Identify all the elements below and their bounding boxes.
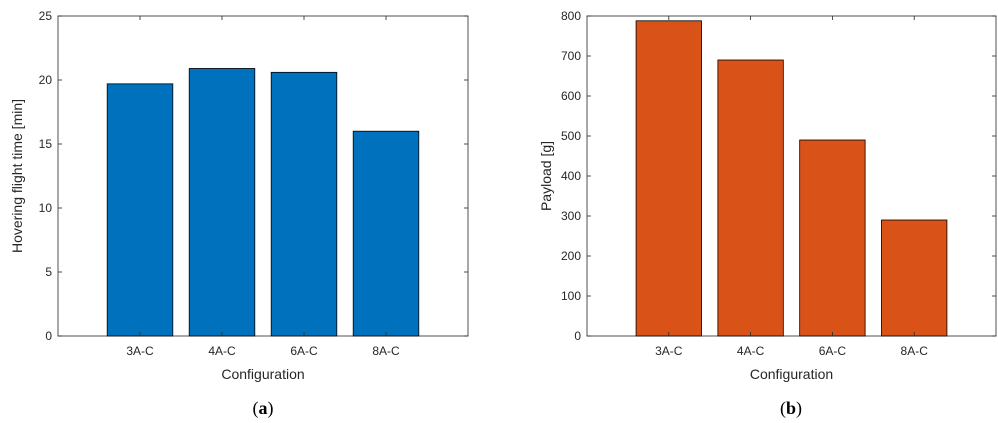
y-tick-label: 500 [561,129,581,143]
x-tick-label: 4A-C [737,344,765,358]
x-tick-label: 8A-C [372,344,400,358]
x-axis-title: Configuration [221,366,304,382]
chart-a-hovering-flight-time: 0 5 10 15 20 25 3A-C 4A-C 6A-C 8A-C Configuration H… [9,9,469,419]
x-tick-label: 6A-C [290,344,318,358]
bar-6A-C [270,71,338,337]
y-tick-label: 400 [561,169,581,183]
y-axis-title: Hovering flight time [min] [9,99,25,253]
bar-6A-C [799,139,866,337]
y-tick-label: 25 [39,9,53,23]
subfigure-caption: (b) [780,398,802,419]
y-tick-label: 600 [561,89,581,103]
x-tick-label: 4A-C [208,344,236,358]
bar-4A-C [717,59,784,337]
bar-8A-C [881,219,948,337]
y-tick-label: 300 [561,209,581,223]
y-tick-label: 100 [561,289,581,303]
x-tick-label: 8A-C [901,344,929,358]
chart-b-payload: 0 100 200 300 400 500 600 700 800 3A-C 4A-C 6A-C 8A-… [538,9,997,419]
bar-4A-C [188,68,256,337]
x-tick-label: 6A-C [819,344,847,358]
subfigure-caption: (a) [253,398,274,419]
y-tick-label: 0 [45,329,52,343]
y-tick-label: 700 [561,49,581,63]
x-tick-label: 3A-C [126,344,154,358]
y-axis-title: Payload [g] [538,141,554,211]
y-tick-label: 800 [561,9,581,23]
y-tick-label: 20 [39,73,53,87]
bar-3A-C [106,83,174,337]
y-tick-label: 15 [39,137,53,151]
bar-3A-C [635,20,702,337]
y-tick-label: 0 [574,329,581,343]
x-tick-label: 3A-C [655,344,683,358]
y-tick-label: 200 [561,249,581,263]
bar-8A-C [352,130,420,337]
y-tick-label: 10 [39,201,53,215]
x-axis-title: Configuration [750,366,833,382]
y-tick-label: 5 [45,265,52,279]
